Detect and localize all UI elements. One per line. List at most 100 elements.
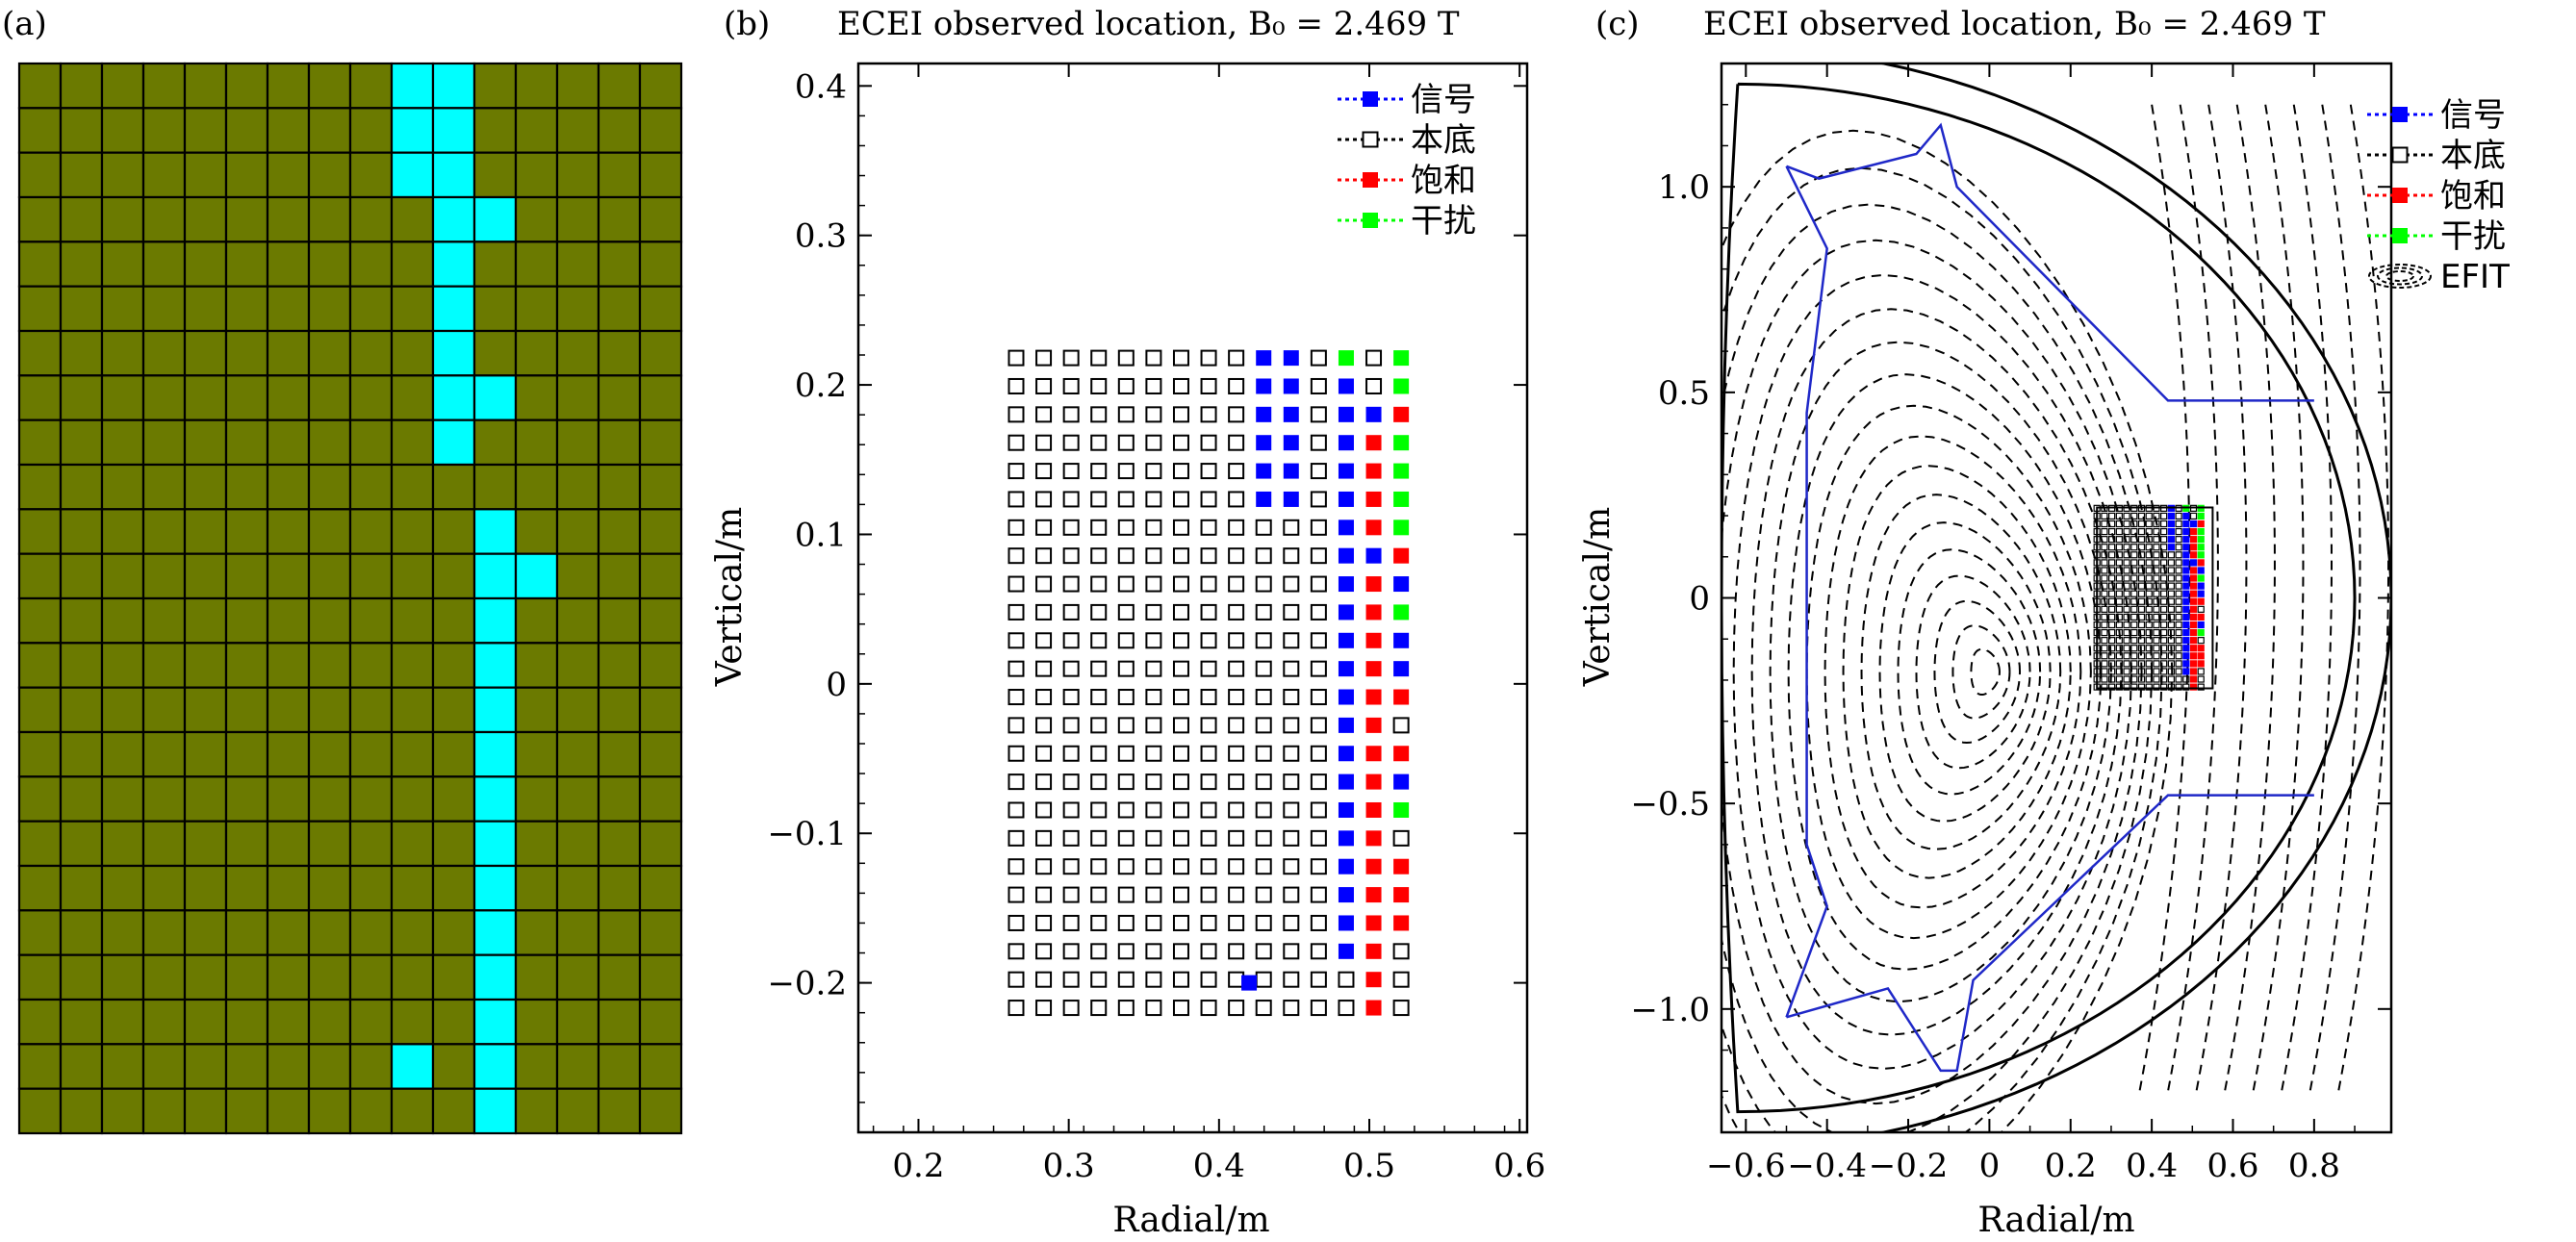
- ecei-channel: [2101, 574, 2108, 582]
- marker-signal: [1338, 746, 1354, 762]
- heatmap-cell: [597, 463, 642, 511]
- heatmap-cell: [638, 329, 683, 377]
- marker-background: [1035, 886, 1053, 903]
- ecei-channel: [2167, 597, 2175, 605]
- heatmap-cell: [266, 596, 311, 645]
- marker-saturated: [1365, 689, 1382, 705]
- ecei-channel: [2153, 536, 2160, 544]
- first-wall-upper: [1786, 122, 2314, 402]
- heatmap-cell: [183, 998, 228, 1046]
- marker-background: [1310, 858, 1327, 875]
- ecei-channel: [2101, 520, 2108, 528]
- ecei-channel: [2167, 668, 2175, 675]
- marker-background: [1145, 971, 1162, 988]
- heatmap-cell: [638, 775, 683, 823]
- ecei-channel: [2108, 582, 2116, 590]
- heatmap-cell: [431, 418, 476, 467]
- heatmap-cell: [431, 285, 476, 333]
- heatmap-cell: [266, 1043, 311, 1090]
- marker-signal: [1338, 858, 1354, 874]
- heatmap-cell: [597, 596, 642, 645]
- ecei-channel: [2189, 637, 2198, 645]
- heatmap-cell: [17, 642, 63, 689]
- heatmap-cell: [224, 686, 269, 734]
- ecei-channel: [2189, 512, 2198, 520]
- ecei-channel: [2123, 512, 2130, 520]
- marker-background: [1365, 349, 1383, 367]
- marker-background: [1145, 547, 1162, 565]
- ecei-channel: [2115, 660, 2123, 668]
- ecei-channel: [2101, 621, 2108, 629]
- legend-efit-symbol: [2368, 264, 2432, 289]
- legend-label: 本底: [1411, 121, 1476, 160]
- heatmap-cell: [431, 151, 476, 199]
- heatmap-cell: [514, 241, 559, 288]
- marker-background: [1007, 377, 1025, 394]
- marker-background: [1310, 773, 1327, 791]
- marker-saturated: [2392, 188, 2408, 203]
- heatmap-cell: [472, 775, 518, 823]
- heatmap-cell: [514, 329, 559, 377]
- ecei-channel: [2115, 512, 2123, 520]
- ecei-channel: [2108, 567, 2116, 574]
- heatmap-cell: [100, 909, 145, 956]
- ecei-channel: [2137, 567, 2146, 574]
- marker-background: [1172, 773, 1189, 791]
- marker-background: [1283, 717, 1300, 734]
- ecei-channel: [2123, 536, 2130, 544]
- x-tick-label: −0.4: [1787, 1147, 1867, 1185]
- heatmap-cell: [224, 329, 269, 377]
- marker-background: [1255, 632, 1272, 649]
- marker-background: [1228, 434, 1245, 451]
- heatmap-cell: [17, 864, 63, 912]
- heatmap-cell: [638, 62, 683, 110]
- marker-background: [1007, 943, 1025, 960]
- ecei-channel: [2137, 512, 2146, 520]
- ecei-channel: [2167, 628, 2175, 637]
- ecei-channel: [2197, 527, 2205, 536]
- heatmap-cell: [141, 864, 187, 912]
- marker-background: [1117, 434, 1135, 451]
- ecei-channel: [2182, 613, 2190, 621]
- ecei-channel: [2189, 652, 2198, 660]
- ecei-channel: [2189, 520, 2198, 528]
- marker-background: [1310, 406, 1327, 423]
- heatmap-cell: [100, 418, 145, 467]
- ecei-channel: [2145, 582, 2153, 590]
- marker-background: [1255, 1000, 1272, 1017]
- ecei-channel: [2101, 660, 2108, 668]
- heatmap-cell: [183, 374, 228, 421]
- marker-background: [1283, 689, 1300, 706]
- heatmap-cell: [597, 62, 642, 110]
- ecei-channel: [2137, 582, 2146, 590]
- marker-background: [1090, 434, 1108, 451]
- marker-background: [1062, 1000, 1080, 1017]
- ecei-channel: [2115, 621, 2123, 629]
- heatmap-cell: [59, 241, 104, 288]
- marker-signal: [1283, 378, 1299, 394]
- marker-background: [1007, 406, 1025, 423]
- heatmap-cell: [597, 730, 642, 778]
- marker-background: [1117, 463, 1135, 480]
- ecei-channel: [2175, 527, 2182, 536]
- ecei-channel: [2130, 567, 2138, 574]
- ecei-channel: [2137, 675, 2146, 683]
- ecei-channel: [2108, 628, 2116, 637]
- marker-saturated: [1393, 915, 1410, 931]
- ecei-channel: [2108, 660, 2116, 668]
- panel-c-frame: [1720, 62, 2393, 1134]
- marker-signal: [1338, 604, 1354, 621]
- ecei-channel: [2160, 621, 2168, 629]
- heatmap-cell: [141, 329, 187, 377]
- heatmap-cell: [266, 552, 311, 600]
- marker-background: [1310, 349, 1327, 367]
- heatmap-cell: [555, 418, 600, 467]
- heatmap-cell: [431, 195, 476, 243]
- ecei-channel: [2182, 512, 2190, 520]
- ecei-channel: [2182, 652, 2190, 660]
- marker-saturated: [1365, 887, 1382, 903]
- heatmap-cell: [59, 463, 104, 511]
- heatmap-cell: [100, 730, 145, 778]
- marker-background: [1117, 886, 1135, 903]
- heatmap-cell: [348, 463, 394, 511]
